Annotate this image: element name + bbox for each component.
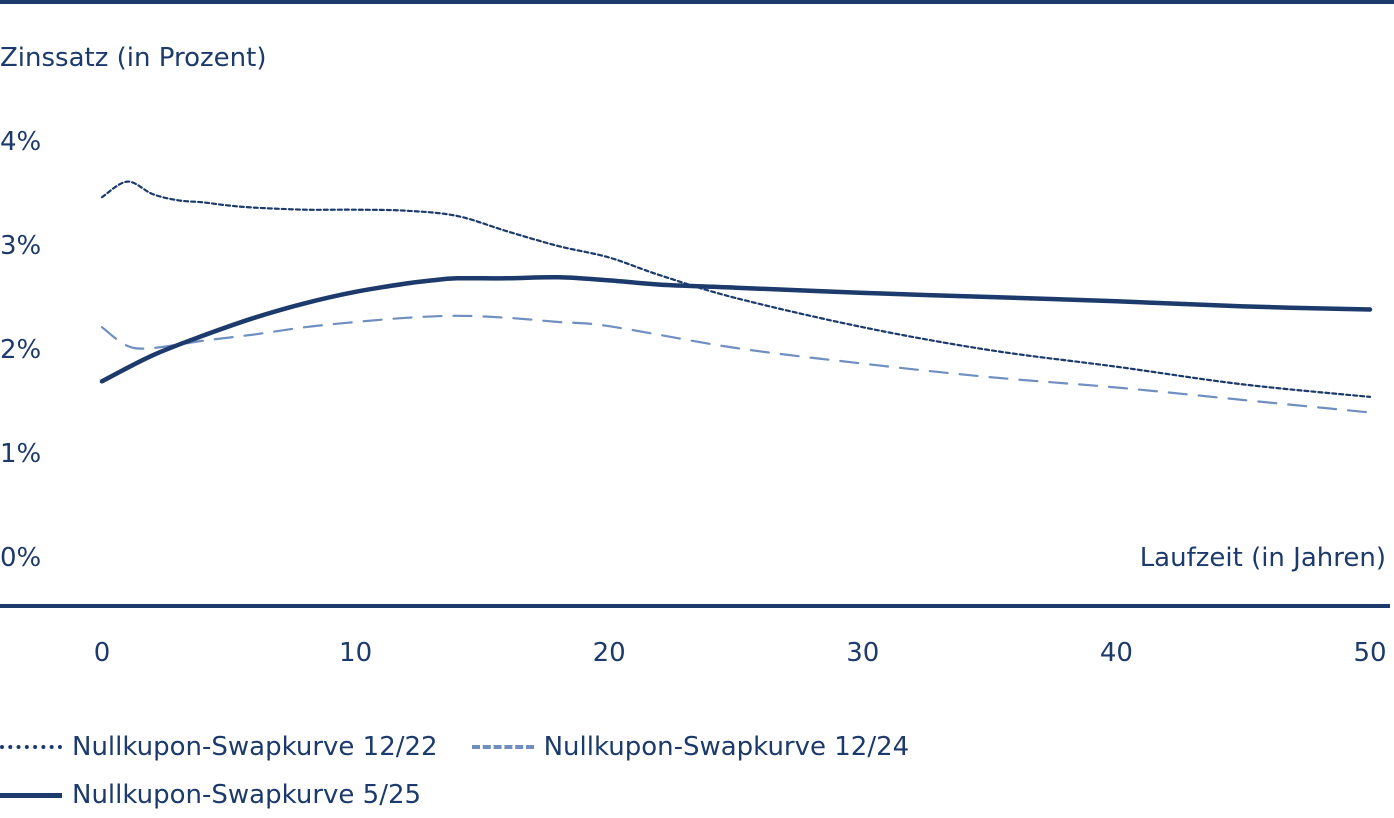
x-tick-label: 20: [593, 638, 626, 668]
x-axis-title: Laufzeit (in Jahren): [1140, 543, 1386, 573]
legend-label: Nullkupon-Swapkurve 12/22: [72, 732, 438, 762]
legend-row-1: Nullkupon-Swapkurve 12/22 Nullkupon-Swap…: [0, 727, 943, 767]
legend-label: Nullkupon-Swapkurve 5/25: [72, 780, 422, 810]
legend-item-5-25: Nullkupon-Swapkurve 5/25: [0, 780, 421, 810]
legend-row-2: Nullkupon-Swapkurve 5/25: [0, 775, 455, 815]
dashed-line-swatch: [471, 745, 534, 749]
legend-label: Nullkupon-Swapkurve 12/24: [543, 732, 910, 762]
x-tick-label: 0: [94, 638, 111, 668]
y-tick-label: 1%: [0, 439, 41, 469]
y-tick-label: 0%: [0, 543, 41, 573]
legend-item-12-24: Nullkupon-Swapkurve 12/24: [471, 732, 910, 762]
x-tick-labels: 0 10 20 30 40 50: [94, 638, 1387, 668]
legend-item-12-22: Nullkupon-Swapkurve 12/22: [0, 732, 438, 762]
y-tick-label: 4%: [0, 127, 41, 157]
series-layer: [99, 180, 1373, 414]
x-tick-label: 50: [1353, 638, 1386, 668]
y-tick-label: 2%: [0, 335, 41, 365]
x-tick-label: 30: [846, 638, 879, 668]
x-tick-label: 10: [339, 638, 372, 668]
y-tick-label: 3%: [0, 231, 41, 261]
dotted-line-swatch: [0, 745, 62, 749]
x-tick-label: 40: [1100, 638, 1133, 668]
series-line-dotted: [100, 180, 1372, 398]
solid-line-swatch: [0, 792, 62, 798]
series-line-dashed: [100, 314, 1372, 414]
y-axis-title: Zinssatz (in Prozent): [0, 43, 266, 73]
y-tick-labels: 0% 1% 2% 3% 4%: [0, 127, 41, 573]
series-line-solid: [99, 274, 1373, 384]
